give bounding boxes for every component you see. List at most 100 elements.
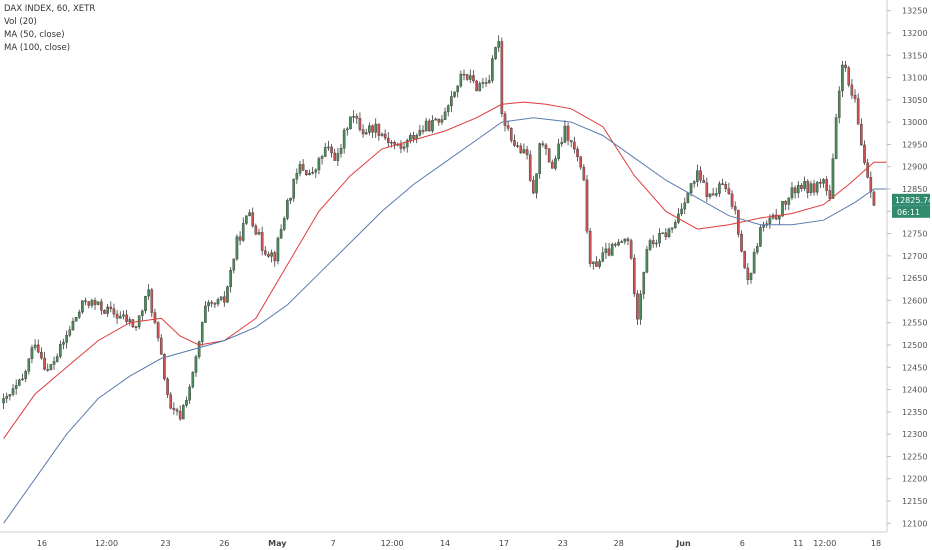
- candle[interactable]: [822, 178, 825, 188]
- candle[interactable]: [210, 299, 214, 308]
- candle[interactable]: [856, 93, 860, 125]
- candle[interactable]: [147, 284, 150, 300]
- candle[interactable]: [831, 153, 835, 200]
- candle[interactable]: [346, 126, 349, 136]
- candle[interactable]: [115, 310, 119, 325]
- candle[interactable]: [21, 373, 24, 381]
- candle[interactable]: [295, 168, 299, 184]
- candle[interactable]: [746, 263, 750, 285]
- candle[interactable]: [667, 227, 671, 239]
- candle[interactable]: [276, 236, 280, 265]
- candle[interactable]: [387, 132, 390, 148]
- candle[interactable]: [36, 339, 40, 354]
- candle[interactable]: [456, 85, 459, 98]
- candle[interactable]: [46, 363, 50, 372]
- candle[interactable]: [450, 90, 453, 113]
- candle[interactable]: [730, 190, 734, 210]
- candle[interactable]: [541, 140, 545, 148]
- candle[interactable]: [33, 339, 37, 351]
- candle[interactable]: [484, 77, 488, 88]
- candle[interactable]: [569, 140, 573, 148]
- candle[interactable]: [55, 353, 59, 363]
- candle[interactable]: [172, 402, 176, 415]
- candle[interactable]: [800, 183, 803, 192]
- candle[interactable]: [301, 159, 305, 172]
- candle[interactable]: [364, 128, 368, 136]
- candle[interactable]: [308, 169, 311, 176]
- candle[interactable]: [292, 178, 296, 202]
- candle[interactable]: [866, 159, 869, 179]
- candle[interactable]: [286, 198, 289, 221]
- candle[interactable]: [377, 123, 381, 141]
- candle[interactable]: [617, 238, 620, 247]
- candle[interactable]: [84, 297, 87, 306]
- candle[interactable]: [43, 351, 46, 371]
- candle[interactable]: [620, 239, 623, 243]
- candle[interactable]: [109, 301, 113, 313]
- candle[interactable]: [655, 239, 658, 248]
- candle[interactable]: [333, 148, 337, 161]
- candle[interactable]: [191, 371, 195, 389]
- candle[interactable]: [724, 181, 728, 193]
- candle[interactable]: [658, 228, 661, 247]
- candle[interactable]: [30, 344, 34, 364]
- candle[interactable]: [415, 133, 418, 144]
- candle[interactable]: [487, 74, 491, 84]
- candle[interactable]: [93, 297, 97, 310]
- candle[interactable]: [24, 369, 27, 382]
- candle[interactable]: [118, 311, 122, 319]
- candle[interactable]: [185, 396, 188, 408]
- candle[interactable]: [169, 392, 173, 410]
- candle[interactable]: [402, 141, 406, 152]
- candle[interactable]: [90, 298, 94, 309]
- candle[interactable]: [673, 219, 677, 229]
- candle[interactable]: [547, 147, 551, 163]
- candle[interactable]: [755, 242, 759, 255]
- candle[interactable]: [156, 321, 160, 342]
- candle[interactable]: [806, 179, 810, 199]
- candle[interactable]: [371, 124, 374, 139]
- candle[interactable]: [727, 182, 731, 195]
- candle[interactable]: [175, 407, 179, 416]
- candle[interactable]: [642, 271, 646, 300]
- candle[interactable]: [232, 258, 236, 274]
- candle[interactable]: [711, 187, 715, 196]
- candle[interactable]: [522, 143, 526, 155]
- candle[interactable]: [639, 290, 642, 325]
- candle[interactable]: [472, 70, 475, 84]
- candle[interactable]: [437, 118, 441, 126]
- candle[interactable]: [14, 379, 18, 395]
- candle[interactable]: [65, 330, 68, 349]
- candle[interactable]: [632, 254, 636, 297]
- candle[interactable]: [749, 272, 753, 284]
- candle[interactable]: [125, 309, 128, 326]
- candle[interactable]: [699, 166, 702, 184]
- candle[interactable]: [59, 340, 62, 359]
- candle[interactable]: [774, 208, 778, 221]
- candle[interactable]: [554, 155, 557, 171]
- candle[interactable]: [535, 173, 538, 199]
- candle[interactable]: [469, 69, 472, 83]
- candle[interactable]: [241, 217, 245, 243]
- candle[interactable]: [513, 134, 516, 147]
- candle[interactable]: [550, 159, 554, 169]
- candle[interactable]: [860, 118, 863, 146]
- candle[interactable]: [153, 308, 157, 325]
- candle[interactable]: [588, 227, 592, 268]
- candle[interactable]: [648, 238, 652, 252]
- candle[interactable]: [257, 228, 261, 236]
- candle[interactable]: [601, 246, 605, 263]
- candle[interactable]: [796, 181, 800, 198]
- candle[interactable]: [446, 104, 450, 117]
- candle[interactable]: [238, 231, 242, 246]
- candle[interactable]: [213, 301, 217, 309]
- candle[interactable]: [270, 249, 273, 263]
- candle[interactable]: [279, 224, 283, 240]
- candle[interactable]: [708, 193, 712, 200]
- candle[interactable]: [784, 200, 787, 211]
- price-axis[interactable]: 12100 12150 12200 12250 12300 12350 12400 12450…: [887, 7, 927, 529]
- candle[interactable]: [453, 91, 456, 98]
- candle[interactable]: [229, 267, 232, 293]
- candle[interactable]: [759, 224, 762, 248]
